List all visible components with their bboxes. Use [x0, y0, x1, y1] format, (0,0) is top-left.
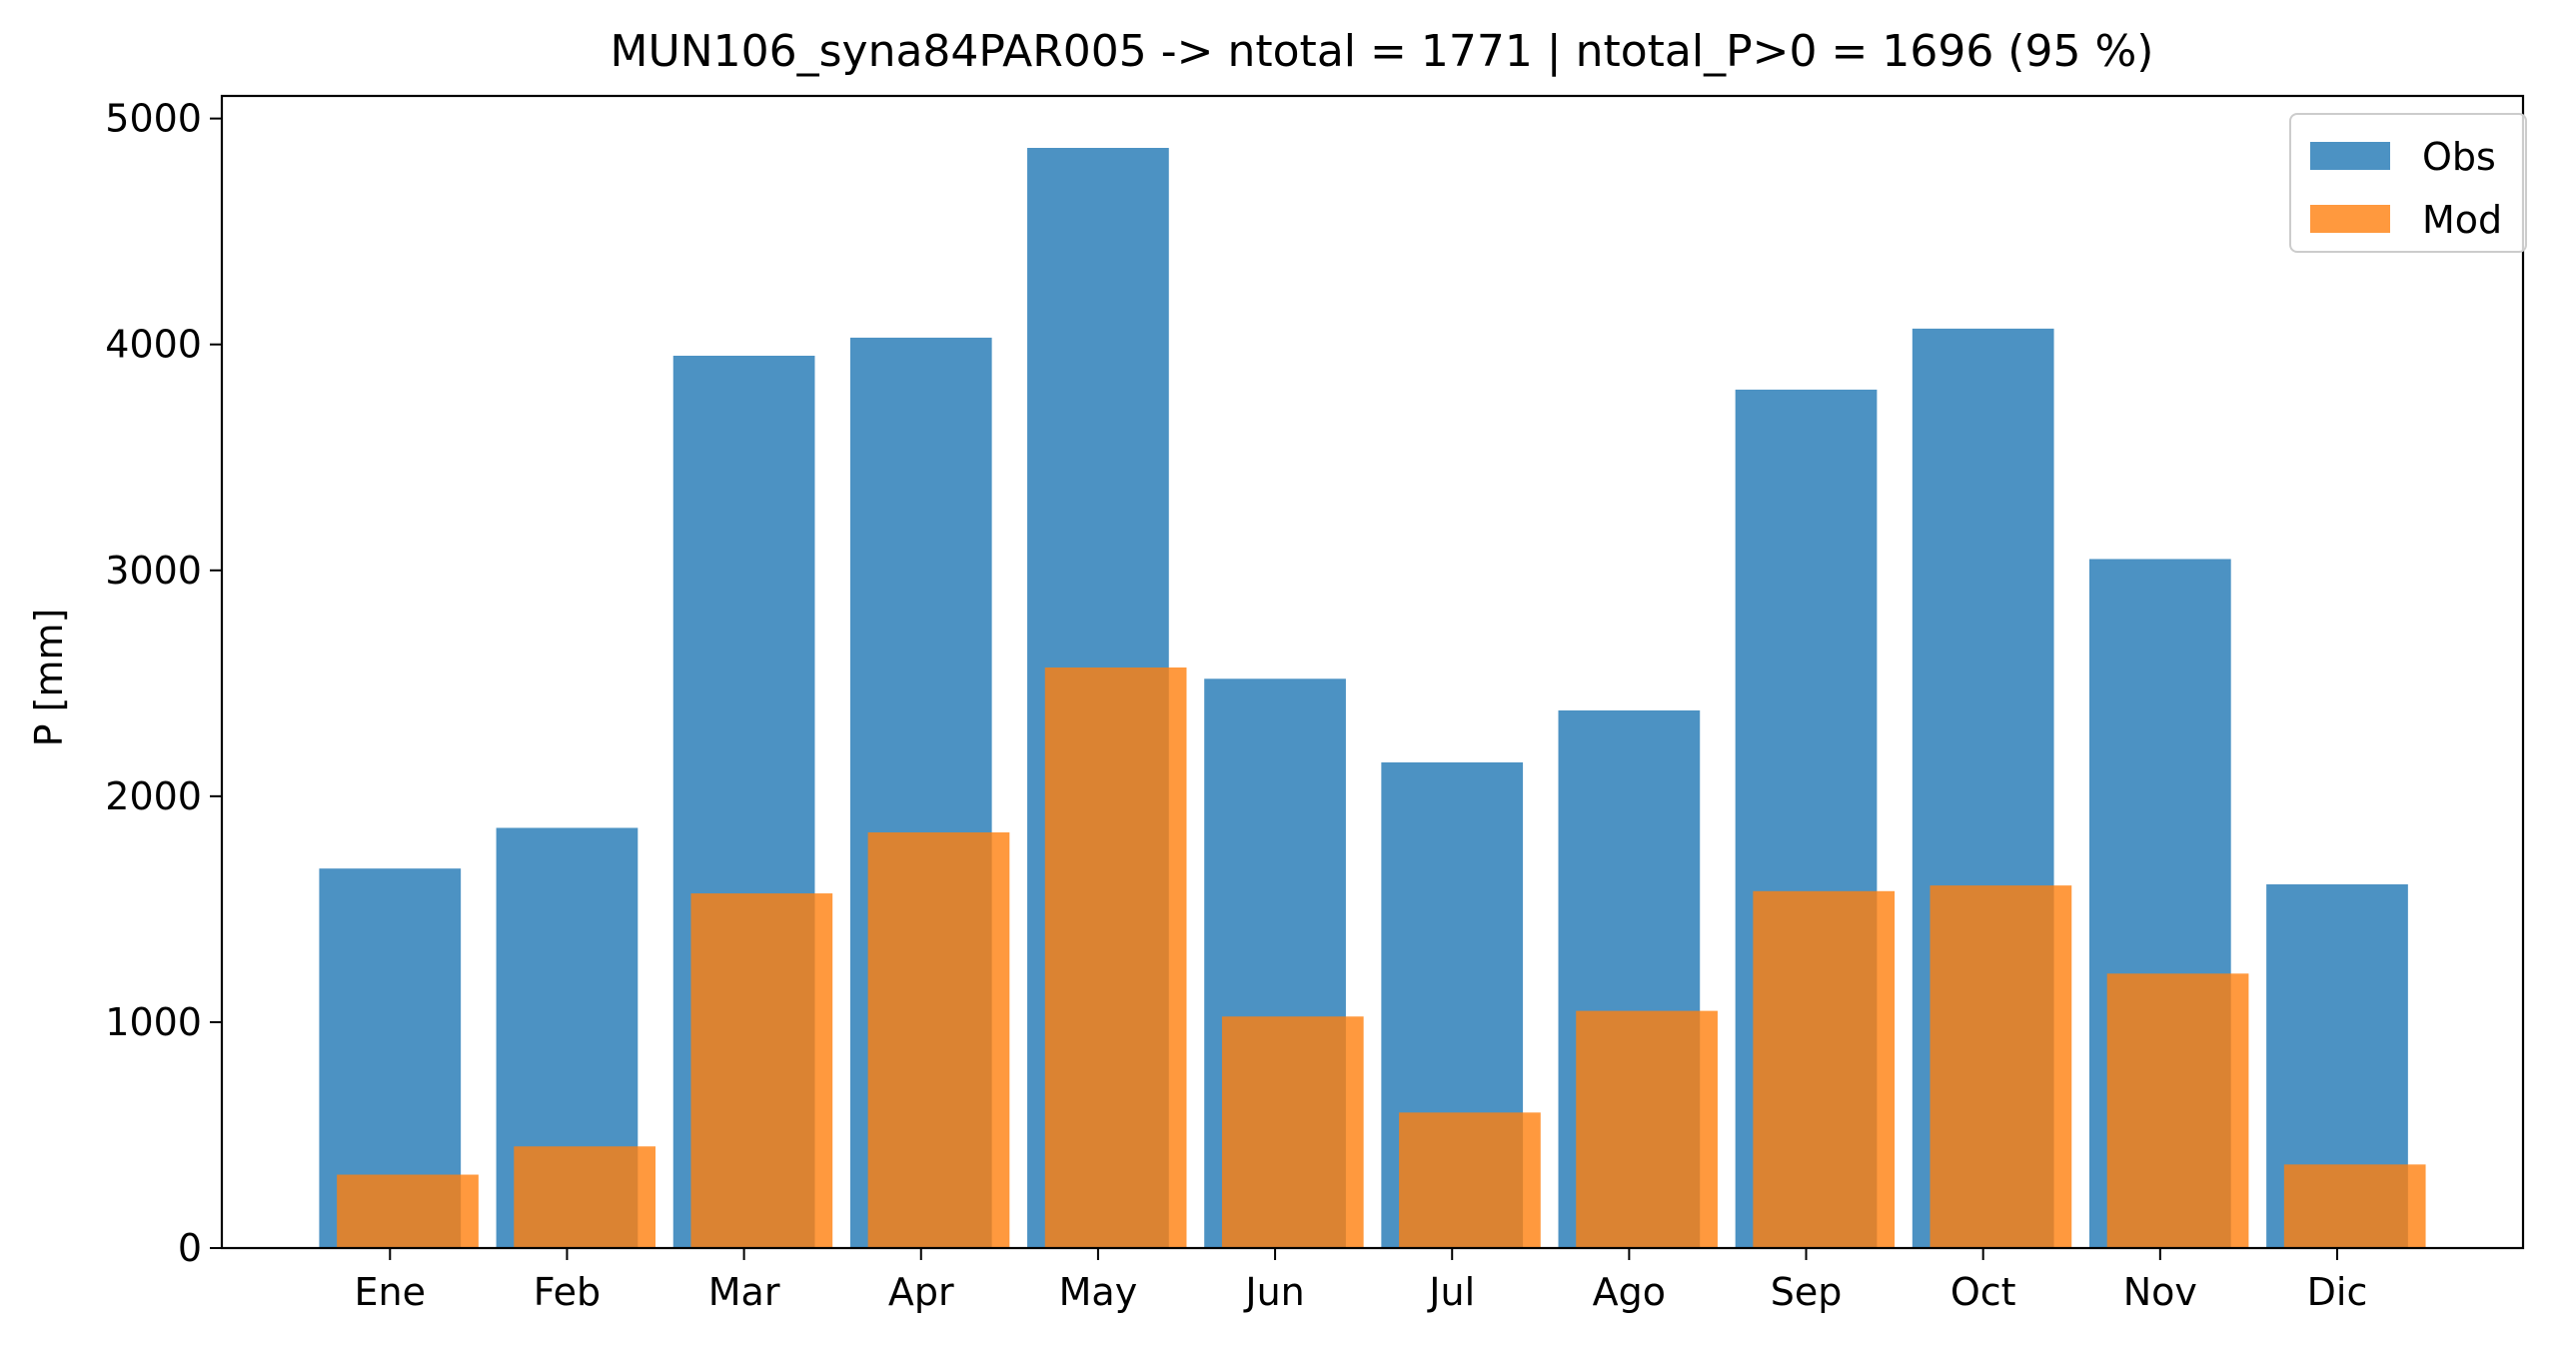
- bar-mod-oct: [1930, 885, 2072, 1248]
- bar-mod-dic: [2283, 1164, 2426, 1248]
- legend: Obs Mod: [2289, 113, 2527, 253]
- bar-mod-may: [1044, 667, 1187, 1248]
- bars-layer: [319, 148, 2426, 1248]
- legend-swatch-obs: [2310, 142, 2390, 170]
- bar-mod-mar: [690, 893, 833, 1248]
- x-tick-label: Jul: [1427, 1270, 1475, 1314]
- y-tick-label: 1000: [105, 1000, 202, 1044]
- chart-title: MUN106_syna84PAR005 -> ntotal = 1771 | n…: [611, 26, 2154, 77]
- legend-swatch-mod: [2310, 205, 2390, 233]
- legend-label-obs: Obs: [2422, 135, 2496, 179]
- x-tick-label: Feb: [534, 1270, 601, 1314]
- y-tick-label: 5000: [105, 97, 202, 141]
- bar-mod-jul: [1399, 1112, 1541, 1248]
- y-tick-label: 2000: [105, 774, 202, 818]
- x-tick-label: Jun: [1243, 1270, 1304, 1314]
- axes-layer: 0 1000 2000 3000 4000 5000 Ene Feb Mar Apr May Jun J…: [105, 94, 2525, 1314]
- x-tick-label: Apr: [888, 1270, 954, 1314]
- bar-mod-jun: [1221, 1016, 1364, 1248]
- x-tick-label: Dic: [2307, 1270, 2368, 1314]
- x-tick-label: Sep: [1771, 1270, 1843, 1314]
- x-tick-label: Mar: [708, 1270, 780, 1314]
- y-tick-label: 4000: [105, 323, 202, 367]
- bar-mod-ago: [1576, 1010, 1718, 1248]
- x-tick-label: Ago: [1593, 1270, 1666, 1314]
- plot-frame: [220, 94, 2525, 1250]
- x-tick-label: Ene: [355, 1270, 426, 1314]
- x-tick-label: Oct: [1950, 1270, 2016, 1314]
- y-tick-label: 3000: [105, 549, 202, 593]
- y-tick-label: 0: [178, 1226, 202, 1270]
- bar-mod-apr: [867, 832, 1010, 1248]
- bar-mod-sep: [1753, 890, 1896, 1248]
- x-tick-label: May: [1059, 1270, 1138, 1314]
- y-axis-label: P [mm]: [27, 609, 71, 747]
- bar-mod-ene: [337, 1174, 479, 1248]
- legend-label-mod: Mod: [2422, 198, 2502, 242]
- bar-mod-nov: [2106, 973, 2249, 1248]
- bar-mod-feb: [514, 1146, 656, 1248]
- x-tick-label: Nov: [2123, 1270, 2197, 1314]
